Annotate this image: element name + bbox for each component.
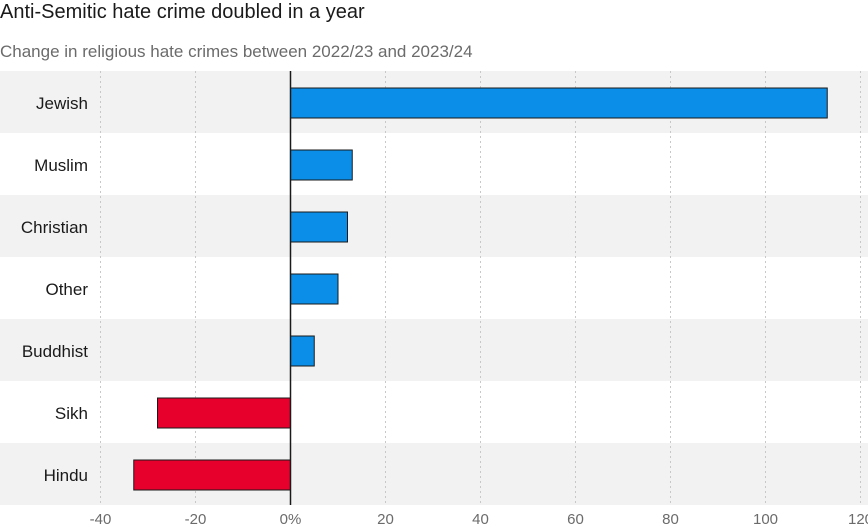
x-tick-label: 20 xyxy=(377,511,394,527)
category-label: Muslim xyxy=(34,156,88,175)
x-tick-label: 120 xyxy=(848,511,868,527)
category-label: Hindu xyxy=(44,466,88,485)
x-tick-label: 60 xyxy=(567,511,584,527)
row-band xyxy=(0,319,868,381)
row-band xyxy=(0,443,868,505)
bar-jewish xyxy=(290,87,828,119)
bar-sikh xyxy=(157,397,291,429)
category-label: Buddhist xyxy=(22,342,88,361)
chart-title: Anti-Semitic hate crime doubled in a yea… xyxy=(0,1,365,23)
x-tick-label: -20 xyxy=(185,511,207,527)
x-tick-label: 80 xyxy=(662,511,679,527)
category-label: Christian xyxy=(21,218,88,237)
x-tick-label: 0% xyxy=(280,511,302,527)
category-label: Jewish xyxy=(36,94,88,113)
bar-muslim xyxy=(290,149,353,181)
x-tick-label: 100 xyxy=(753,511,778,527)
category-label: Sikh xyxy=(55,404,88,423)
category-label: Other xyxy=(45,280,88,299)
bar-buddhist xyxy=(290,335,315,367)
bar-christian xyxy=(290,211,348,243)
x-tick-label: -40 xyxy=(90,511,112,527)
x-tick-label: 40 xyxy=(472,511,489,527)
row-band xyxy=(0,195,868,257)
bar-other xyxy=(290,273,339,305)
chart-subtitle: Change in religious hate crimes between … xyxy=(0,42,473,61)
bar-hindu xyxy=(133,459,291,491)
